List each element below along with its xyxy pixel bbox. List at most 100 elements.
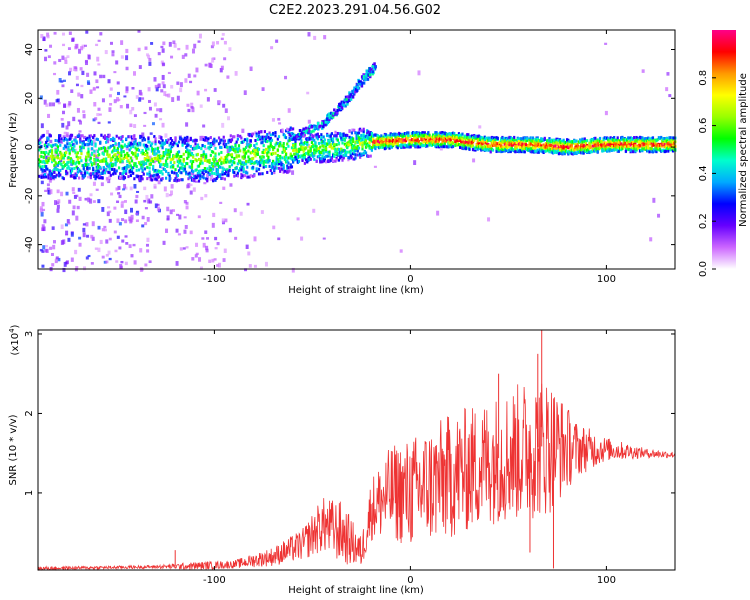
spectrogram-ridge-cell [379, 138, 382, 142]
spectrogram-ridge-cell [192, 139, 195, 143]
spectrogram-ridge-cell [50, 151, 54, 155]
spectrogram-ridge-cell [623, 139, 626, 143]
spectrogram-ridge-cell [382, 140, 385, 144]
spectrogram-ridge-cell [600, 143, 603, 147]
spectrogram-ridge-cell [403, 132, 406, 136]
spectrogram-ridge-cell [156, 158, 159, 162]
spectrogram-ridge-cell [627, 136, 630, 140]
spectrogram-branch-cell [304, 130, 308, 134]
spectrogram-ridge-cell [77, 176, 81, 180]
spectrogram-ridge-cell [182, 152, 185, 156]
spectrogram-ridge-cell [664, 139, 668, 143]
spectrogram-ridge-cell [284, 153, 288, 157]
spectrogram-ridge-cell [353, 128, 356, 132]
spectrogram-noise-cell [107, 206, 111, 209]
spectrogram-ridge-cell [140, 163, 143, 167]
spectrogram-noise-cell [62, 43, 66, 47]
spectrogram-ridge-cell [69, 133, 72, 137]
spectrogram-ridge-cell [332, 159, 335, 163]
spectrogram-noise-cell [65, 230, 69, 236]
spectrogram-ridge-cell [247, 155, 250, 159]
spectrogram-ridge-cell [161, 177, 164, 181]
spectrogram-ridge-cell [611, 138, 615, 142]
spectrogram-ridge-cell [368, 133, 371, 137]
spectrogram-noise-cell [133, 260, 137, 265]
spectrogram-ridge-cell [54, 143, 57, 147]
spectrogram-ridge-cell [647, 136, 650, 140]
spectrogram-ridge-cell [553, 144, 556, 148]
spectrogram-ridge-cell [209, 153, 212, 157]
spectrogram-ridge-cell [430, 143, 433, 147]
spectrogram-ridge-cell [461, 144, 464, 148]
spectrogram-ridge-cell [179, 159, 182, 163]
spectrogram-ridge-cell [181, 163, 184, 167]
spectrogram-ridge-cell [450, 143, 453, 147]
spectrogram-ridge-cell [86, 166, 89, 170]
spectrogram-ridge-cell [240, 136, 243, 140]
spectrogram-ridge-cell [570, 152, 573, 156]
spectrogram-ridge-cell [590, 140, 593, 144]
spectrogram-ridge-cell [187, 177, 190, 181]
spectrogram-ridge-cell [283, 155, 286, 159]
spectrogram-ridge-cell [149, 159, 152, 163]
spectrogram-noise-cell [64, 57, 68, 62]
spectrogram-ridge-cell [330, 146, 334, 150]
spectrogram-ridge-cell [262, 155, 265, 159]
spectrogram-ridge-cell [94, 169, 97, 173]
spectrogram-ridge-cell [406, 145, 409, 149]
spectrogram-noise-cell [220, 37, 224, 41]
spectrogram-ridge-cell [482, 146, 485, 150]
spectrogram-ridge-cell [319, 153, 322, 157]
spectrogram-ridge-cell [650, 136, 653, 140]
spectrogram-ridge-cell [168, 143, 171, 147]
spectrogram-ridge-cell [629, 148, 632, 152]
spectrogram-ridge-cell [168, 174, 171, 178]
spectrogram-ridge-cell [437, 132, 441, 136]
spectrogram-noise-cell [78, 48, 82, 54]
spectrogram-ridge-cell [267, 145, 270, 149]
spectrogram-ridge-cell [575, 144, 578, 148]
spectrogram-noise-cell [135, 212, 139, 215]
spectrogram-ridge-cell [222, 139, 225, 143]
spectrogram-ridge-cell [520, 141, 523, 145]
spectrogram-ridge-cell [137, 141, 141, 145]
spectrogram-ridge-cell [85, 137, 88, 141]
spectrogram-ridge-cell [637, 140, 640, 144]
spectrogram-noise-cell [120, 40, 124, 45]
spectrogram-ridge-cell [339, 156, 342, 160]
spectrogram-ridge-cell [69, 157, 72, 161]
spectrogram-ridge-cell [227, 173, 230, 177]
spectrogram-ridge-cell [165, 159, 168, 163]
spectrogram-noise-cell [43, 219, 47, 224]
spectrogram-ridge-cell [593, 141, 596, 145]
spectrogram-ridge-cell [48, 172, 51, 176]
spectrogram-noise-cell [170, 184, 174, 189]
spectrogram-ridge-cell [66, 138, 69, 142]
spectrogram-ridge-cell [359, 137, 362, 141]
spectrogram-ridge-cell [415, 136, 418, 140]
spectrogram-ridge-cell [267, 160, 270, 164]
spectrogram-branch-cell [324, 123, 327, 127]
spectrogram-ridge-cell [444, 137, 448, 141]
spectrogram-ridge-cell [267, 155, 270, 159]
spectrogram-ridge-cell [529, 138, 532, 142]
spectrogram-noise-cell [143, 124, 147, 127]
spectrogram-ridge-cell [401, 144, 404, 148]
spectrogram-noise-cell [117, 192, 121, 195]
spectrogram-ridge-cell [431, 140, 435, 144]
spectrogram-ridge-cell [95, 137, 98, 141]
spectrogram-ridge-cell [215, 167, 218, 171]
spectrogram-ridge-cell [262, 160, 265, 164]
spectrogram-noise-cell [306, 143, 310, 148]
spectrogram-ridge-cell [594, 148, 597, 152]
spectrogram-ridge-cell [326, 142, 329, 146]
spectrogram-ridge-cell [157, 155, 161, 159]
spectrogram-ridge-cell [128, 170, 131, 174]
spectrogram-ridge-cell [159, 163, 162, 167]
spectrogram-ridge-cell [598, 139, 602, 143]
spectrogram-noise-cell [113, 99, 117, 104]
spectrogram-ridge-cell [140, 151, 143, 155]
spectrogram-ridge-cell [533, 146, 536, 150]
spectrogram-ridge-cell [212, 179, 215, 183]
